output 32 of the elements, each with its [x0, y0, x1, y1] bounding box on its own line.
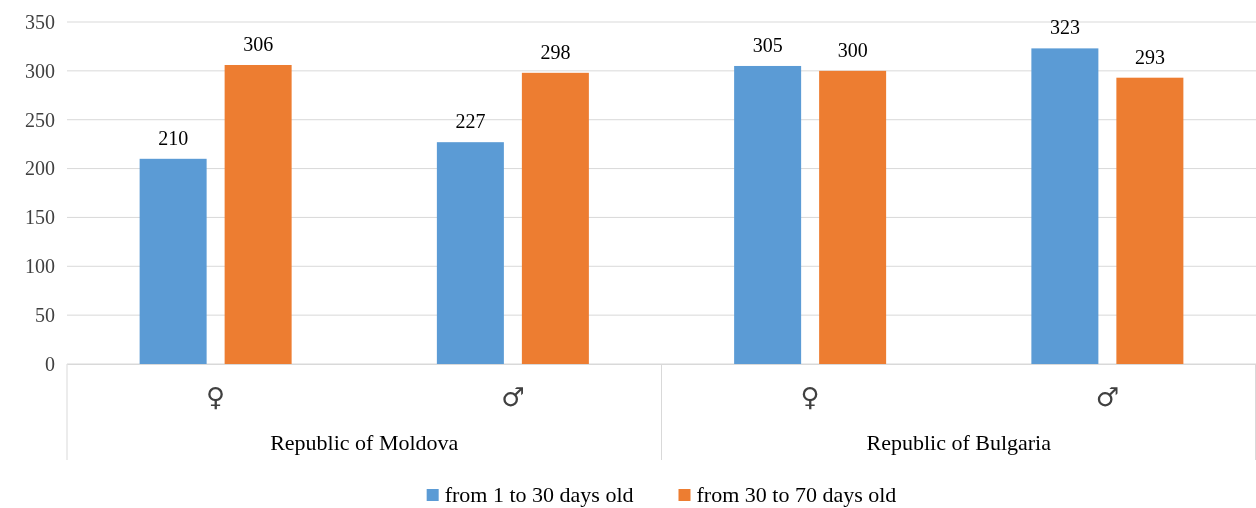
y-tick-label: 300	[25, 59, 55, 82]
data-label: 210	[158, 126, 189, 149]
bar	[1031, 48, 1099, 364]
bar	[819, 70, 887, 364]
legend-label: from 1 to 30 days old	[444, 482, 634, 507]
bar	[521, 72, 589, 364]
bar	[139, 158, 207, 364]
data-label: 227	[455, 110, 486, 133]
x-tick-label: ♀	[206, 382, 226, 413]
bar	[734, 65, 802, 364]
y-tick-label: 350	[25, 10, 55, 33]
y-tick-label: 200	[25, 157, 55, 180]
y-tick-label: 250	[25, 108, 55, 131]
data-label: 323	[1049, 16, 1080, 39]
x-tick-label: ♀	[800, 382, 820, 413]
bar	[436, 142, 504, 364]
bar	[224, 64, 292, 364]
x-tick-label: ♂	[1095, 382, 1120, 413]
text: Republic of Moldova	[270, 430, 459, 455]
y-tick-label: 100	[25, 255, 55, 278]
data-label: 305	[752, 33, 783, 56]
data-label: 306	[243, 32, 274, 55]
legend-label: from 30 to 70 days old	[696, 482, 897, 507]
y-tick-label: 50	[35, 304, 55, 327]
text: Republic of Bulgaria	[866, 430, 1052, 455]
y-tick-label: 0	[45, 352, 55, 375]
bar	[1116, 77, 1184, 364]
y-tick-label: 150	[25, 206, 55, 229]
data-label: 300	[837, 38, 868, 61]
x-tick-label: ♂	[501, 382, 525, 413]
data-label: 293	[1134, 45, 1165, 68]
data-label: 298	[540, 40, 571, 63]
